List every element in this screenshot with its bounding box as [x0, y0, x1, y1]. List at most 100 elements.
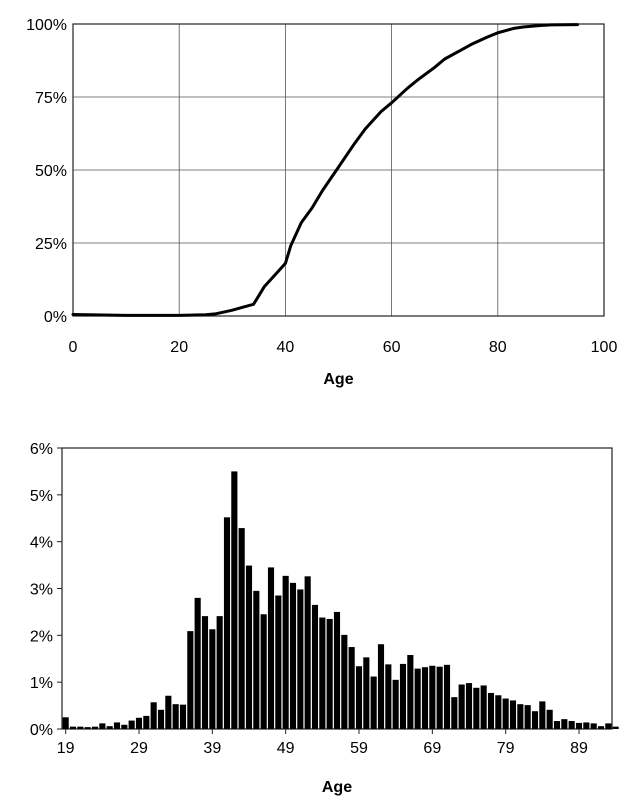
x-tick-label: 40	[277, 339, 295, 356]
bar-age-51	[297, 589, 304, 729]
bar-age-64	[392, 679, 399, 729]
bar-age-83	[531, 711, 539, 729]
y-tick-label: 50%	[35, 163, 67, 180]
bar-age-61	[370, 676, 377, 729]
x-tick-label: 20	[170, 339, 188, 356]
y-tick-label: 100%	[26, 17, 67, 34]
bar-age-76	[480, 685, 487, 729]
bar-age-77	[487, 692, 495, 729]
x-tick-label: 39	[203, 740, 221, 757]
bar-age-19	[62, 717, 69, 729]
bar-age-78	[495, 695, 502, 729]
bar-age-73	[458, 684, 465, 729]
bar-age-68	[421, 667, 429, 729]
plot-frame	[72, 23, 605, 317]
bar-age-66	[407, 655, 414, 729]
bar-age-85	[546, 709, 553, 729]
bar-age-55	[326, 618, 333, 729]
x-tick-label: 29	[130, 740, 148, 757]
bar-age-60	[363, 657, 370, 729]
bar-age-24	[99, 723, 106, 729]
bar-age-52	[304, 576, 311, 729]
y-tick-label: 5%	[30, 488, 53, 505]
bar-age-38	[201, 616, 209, 729]
bar-age-93	[605, 723, 612, 729]
bar-age-69	[429, 665, 436, 729]
bar-age-21	[77, 726, 84, 729]
bar-age-87	[561, 719, 568, 729]
bar-age-74	[465, 683, 473, 729]
bar-age-63	[385, 664, 392, 729]
bar-age-62	[377, 644, 385, 729]
bar-age-81	[517, 704, 524, 729]
bar-age-25	[106, 726, 113, 729]
y-tick-label: 25%	[35, 236, 67, 253]
y-tick-label: 75%	[35, 90, 67, 107]
bar-age-71	[443, 664, 451, 729]
bar-age-50	[289, 582, 297, 729]
bar-age-34	[172, 704, 179, 729]
bar-age-31	[150, 702, 157, 729]
cumulative-line	[71, 23, 579, 317]
x-tick-label: 19	[57, 740, 75, 757]
bar-age-28	[128, 720, 135, 729]
bar-age-32	[157, 709, 165, 729]
bar-age-72	[451, 697, 458, 729]
bar-age-86	[553, 721, 561, 729]
bar-age-46	[260, 614, 267, 729]
bar-age-47	[267, 567, 275, 729]
x-tick-label: 89	[570, 740, 588, 757]
bar-age-79	[502, 698, 509, 729]
x-tick-label: 59	[350, 740, 368, 757]
bar-age-39	[209, 629, 216, 729]
cumulative-age-chart: 0 20 40 60 80 100 0% 25% 50% 75% 100% Age	[26, 17, 617, 388]
bar-age-65	[399, 663, 407, 729]
x-tick-label: 79	[497, 740, 515, 757]
bar-age-70	[436, 666, 443, 729]
bar-age-84	[539, 701, 546, 729]
bar-age-36	[187, 631, 194, 729]
bar-age-29	[135, 717, 143, 729]
bar-age-35	[179, 704, 187, 729]
bar-age-53	[311, 604, 319, 729]
x-axis-title: Age	[323, 371, 353, 388]
y-tick-label: 6%	[30, 441, 53, 458]
bar-age-88	[568, 721, 575, 729]
bar-age-41	[223, 517, 231, 729]
bar-age-80	[509, 700, 517, 729]
bar-age-92	[597, 726, 605, 729]
x-tick-label: 100	[591, 339, 618, 356]
y-tick-label: 0%	[44, 309, 67, 326]
x-tick-label: 0	[69, 339, 78, 356]
age-distribution-chart: 0% 1% 2% 3% 4% 5% 6% 19 29 39 49 59 69 79 89 Age	[30, 441, 619, 796]
y-tick-label: 1%	[30, 675, 53, 692]
bar-age-40	[216, 616, 223, 729]
x-axis-title: Age	[322, 779, 352, 796]
bar-age-56	[333, 611, 341, 729]
bar-age-59	[355, 666, 363, 729]
bar-age-30	[143, 715, 150, 729]
bar-age-54	[319, 617, 326, 729]
y-tick-label: 0%	[30, 722, 53, 739]
bar-age-23	[91, 726, 99, 729]
x-tick-label: 60	[383, 339, 401, 356]
bar-age-26	[113, 722, 121, 729]
bar-age-49	[282, 575, 289, 729]
y-tick-label: 2%	[30, 628, 53, 645]
x-tick-label: 80	[489, 339, 507, 356]
bar-age-91	[590, 723, 597, 729]
bar-age-22	[84, 727, 91, 729]
y-tick-label: 4%	[30, 535, 53, 552]
bar-age-89	[575, 722, 583, 729]
bar-age-58	[348, 647, 355, 729]
bar-age-67	[414, 668, 421, 729]
bar-age-75	[473, 687, 480, 729]
y-tick-label: 3%	[30, 582, 53, 599]
bar-age-57	[341, 634, 348, 729]
bar-age-33	[165, 695, 172, 729]
bar-age-45	[253, 590, 260, 729]
bar-age-43	[238, 528, 245, 729]
bar-age-42	[231, 471, 238, 729]
bar-age-48	[275, 595, 282, 729]
